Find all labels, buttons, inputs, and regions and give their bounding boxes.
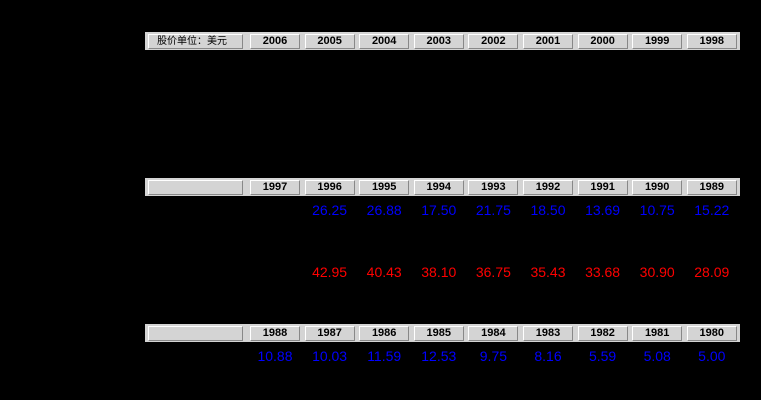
year-header: 2003	[413, 34, 464, 49]
price-value: 36.75	[475, 264, 511, 280]
year-header: 1981	[632, 326, 683, 341]
price-value: 10.03	[312, 348, 348, 364]
unit-label	[148, 180, 243, 195]
unit-label	[148, 326, 243, 341]
price-value: 18.50	[530, 202, 566, 218]
year-header: 1984	[468, 326, 519, 341]
year-header: 2001	[523, 34, 573, 49]
price-value: 30.90	[639, 264, 675, 280]
price-value: 21.75	[475, 202, 511, 218]
price-value: 15.22	[694, 202, 730, 218]
year-header: 1988	[250, 326, 300, 341]
price-value: 5.08	[643, 348, 671, 364]
price-value: 33.68	[585, 264, 621, 280]
year-header: 1992	[523, 180, 573, 195]
year-header: 1990	[632, 180, 683, 195]
unit-label: 股价单位：美元	[148, 34, 243, 49]
price-value: 9.75	[479, 348, 508, 364]
year-header: 2004	[359, 34, 410, 49]
price-value: 26.25	[312, 202, 348, 218]
year-header: 1985	[413, 326, 464, 341]
year-header: 1983	[523, 326, 573, 341]
price-value: 10.75	[639, 202, 675, 218]
year-header: 1996	[304, 180, 355, 195]
year-header: 1980	[686, 326, 737, 341]
year-header: 1982	[577, 326, 628, 341]
header-bar: 股价单位：美元 2006 2005 2004 2003 2002 2001 2000 1999 1…	[145, 32, 740, 50]
year-header: 2006	[250, 34, 300, 49]
year-header: 1986	[359, 326, 410, 341]
header-bar: 1988 1987 1986 1985 1984 1983 1982 1981 1980	[145, 324, 740, 342]
year-header: 1991	[577, 180, 628, 195]
year-header: 1987	[304, 326, 355, 341]
year-header: 2002	[468, 34, 519, 49]
price-value: 8.16	[534, 348, 562, 364]
price-value: 10.88	[257, 348, 293, 364]
price-value: 5.00	[698, 348, 726, 364]
price-value: 42.95	[312, 264, 348, 280]
year-header: 1999	[632, 34, 683, 49]
price-value: 17.50	[421, 202, 457, 218]
header-bar: 1997 1996 1995 1994 1993 1992 1991 1990 1989	[145, 178, 740, 196]
price-value: 13.69	[585, 202, 621, 218]
price-value: 28.09	[694, 264, 730, 280]
year-header: 2000	[577, 34, 628, 49]
year-header: 1993	[468, 180, 519, 195]
year-header: 1994	[413, 180, 464, 195]
price-value: 38.10	[421, 264, 457, 280]
year-header: 2005	[304, 34, 355, 49]
price-value: 35.43	[530, 264, 566, 280]
price-value: 26.88	[366, 202, 402, 218]
price-value: 12.53	[421, 348, 457, 364]
year-header: 1995	[359, 180, 410, 195]
price-value: 5.59	[588, 348, 617, 364]
year-header: 1997	[250, 180, 300, 195]
price-value: 40.43	[366, 264, 402, 280]
year-header: 1998	[686, 34, 737, 49]
price-value: 11.59	[367, 348, 402, 364]
year-header: 1989	[686, 180, 737, 195]
